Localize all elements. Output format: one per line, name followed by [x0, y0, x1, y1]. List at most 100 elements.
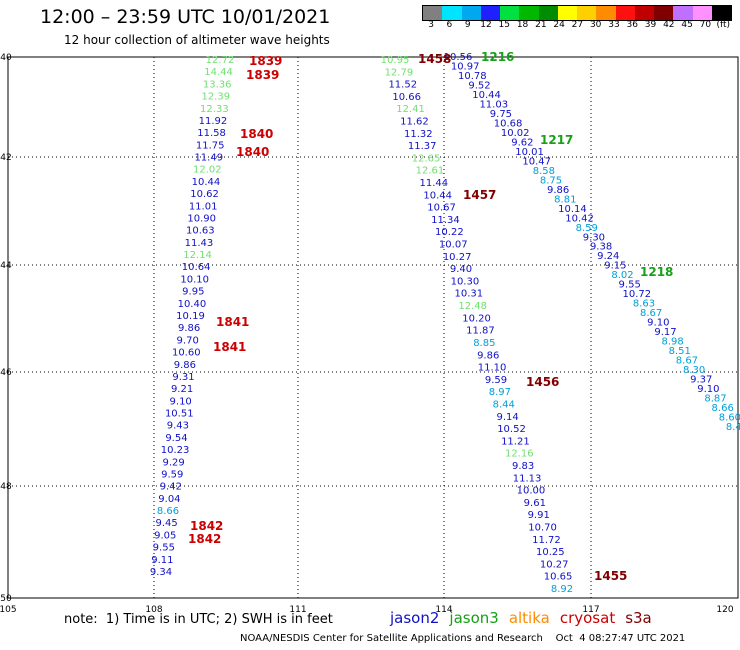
- swh-value-label: 9.31: [172, 372, 194, 383]
- pass-time-label: 1839: [249, 54, 282, 68]
- swh-value-label: 10.40: [178, 299, 207, 310]
- swh-value-label: 9.21: [171, 384, 193, 395]
- pass-time-label: 1842: [188, 532, 221, 546]
- swh-value-label: 12.14: [183, 250, 212, 261]
- swh-value-label: 14.44: [204, 67, 233, 78]
- pass-time-label: 1839: [246, 68, 279, 82]
- pass-time-label: 1218: [640, 265, 673, 279]
- swh-value-label: 12.61: [416, 166, 445, 177]
- swh-value-label: 10.27: [443, 252, 472, 263]
- swh-value-label: 11.58: [197, 128, 226, 139]
- swh-value-label: 9.86: [477, 350, 499, 361]
- swh-value-label: 10.52: [497, 424, 526, 435]
- swh-value-label: 11.87: [466, 326, 495, 337]
- lat-tick-label: -42: [0, 153, 12, 163]
- satellite-name: cryosat: [560, 609, 615, 627]
- swh-value-label: 10.22: [435, 227, 464, 238]
- swh-value-label: 11.52: [388, 80, 417, 91]
- lat-tick-label: -46: [0, 368, 12, 378]
- swh-value-label: 9.55: [153, 543, 175, 554]
- swh-value-label: 9.59: [161, 469, 183, 480]
- swh-value-label: 9.61: [524, 498, 546, 509]
- pass-time-label: 1458: [418, 52, 451, 66]
- wave-height-map: -40-42-44-46-48-5010510811111411712012.7…: [0, 0, 740, 650]
- swh-value-label: 12.33: [200, 104, 229, 115]
- swh-value-label: 9.54: [165, 433, 187, 444]
- swh-value-label: 11.34: [431, 215, 460, 226]
- swh-value-label: 12.39: [201, 92, 230, 103]
- pass-time-label: 1840: [240, 127, 273, 141]
- pass-time-label: 1842: [190, 519, 223, 533]
- pass-time-label: 1455: [594, 569, 627, 583]
- satellite-name: jason3: [449, 609, 498, 627]
- swh-value-label: 10.64: [182, 262, 211, 273]
- swh-value-label: 9.86: [178, 323, 200, 334]
- swh-value-label: 12.16: [505, 449, 534, 460]
- swh-value-label: 11.32: [404, 129, 433, 140]
- swh-value-label: 8.92: [551, 584, 573, 595]
- swh-value-label: 9.04: [158, 494, 180, 505]
- swh-value-label: 11.21: [501, 436, 530, 447]
- swh-value-label: 8.66: [157, 506, 179, 517]
- swh-value-label: 10.44: [423, 190, 452, 201]
- footer-credit: NOAA/NESDIS Center for Satellite Applica…: [240, 633, 685, 644]
- swh-value-label: 9.11: [151, 555, 173, 566]
- swh-value-label: 9.34: [150, 567, 172, 578]
- swh-value-label: 10.90: [187, 213, 216, 224]
- swh-value-label: 9.91: [528, 510, 550, 521]
- swh-value-label: 9.70: [177, 335, 199, 346]
- swh-value-label: 9.14: [496, 412, 518, 423]
- pass-time-label: 1841: [216, 315, 249, 329]
- swh-value-label: 10.23: [161, 445, 190, 456]
- swh-value-label: 11.37: [408, 141, 437, 152]
- swh-value-label: 10.27: [540, 559, 569, 570]
- satellite-name: jason2: [390, 609, 439, 627]
- swh-value-label: 9.95: [182, 287, 204, 298]
- swh-value-label: 9.83: [512, 461, 534, 472]
- swh-value-label: 8.41: [726, 422, 740, 433]
- swh-value-label: 10.65: [544, 572, 573, 583]
- swh-value-label: 9.45: [155, 518, 177, 529]
- satellite-name: s3a: [625, 609, 652, 627]
- swh-value-label: 10.25: [536, 547, 565, 558]
- swh-value-label: 10.10: [180, 274, 209, 285]
- swh-value-label: 12.72: [206, 55, 235, 66]
- lon-tick-label: 120: [716, 605, 733, 615]
- swh-value-label: 10.60: [172, 348, 201, 359]
- swh-value-label: 10.70: [528, 522, 557, 533]
- swh-value-label: 9.29: [163, 457, 185, 468]
- swh-value-label: 11.49: [194, 153, 223, 164]
- swh-value-label: 10.31: [454, 289, 483, 300]
- satellite-legend: jason2 jason3 altika cryosat s3a: [390, 609, 662, 627]
- swh-value-label: 10.00: [517, 486, 546, 497]
- swh-value-label: 12.65: [412, 153, 441, 164]
- swh-value-label: 9.43: [167, 421, 189, 432]
- swh-value-label: 11.01: [189, 201, 218, 212]
- lat-tick-label: -48: [0, 482, 12, 492]
- swh-value-label: 10.51: [165, 409, 194, 420]
- swh-value-label: 11.13: [513, 473, 542, 484]
- swh-value-label: 12.02: [193, 165, 222, 176]
- swh-value-label: 11.10: [478, 363, 507, 374]
- swh-value-label: 8.97: [489, 387, 511, 398]
- lat-tick-label: -44: [0, 261, 12, 271]
- pass-time-label: 1456: [526, 375, 559, 389]
- swh-value-label: 12.79: [385, 67, 414, 78]
- pass-time-label: 1841: [213, 340, 246, 354]
- pass-time-label: 1457: [463, 188, 496, 202]
- swh-value-label: 10.30: [451, 276, 480, 287]
- swh-value-label: 10.67: [427, 203, 456, 214]
- swh-value-label: 10.66: [392, 92, 421, 103]
- swh-value-label: 10.95: [381, 55, 410, 66]
- swh-value-label: 9.86: [174, 360, 196, 371]
- swh-value-label: 9.40: [450, 264, 472, 275]
- footer-note: note: 1) Time is in UTC; 2) SWH is in fe…: [64, 612, 333, 627]
- lat-tick-label: -50: [0, 594, 12, 604]
- swh-value-label: 8.44: [493, 399, 515, 410]
- swh-value-label: 11.72: [532, 535, 561, 546]
- swh-value-label: 10.19: [176, 311, 205, 322]
- pass-time-label: 1840: [236, 145, 269, 159]
- swh-value-label: 10.07: [439, 240, 468, 251]
- swh-value-label: 11.75: [196, 140, 225, 151]
- lat-tick-label: -40: [0, 53, 12, 63]
